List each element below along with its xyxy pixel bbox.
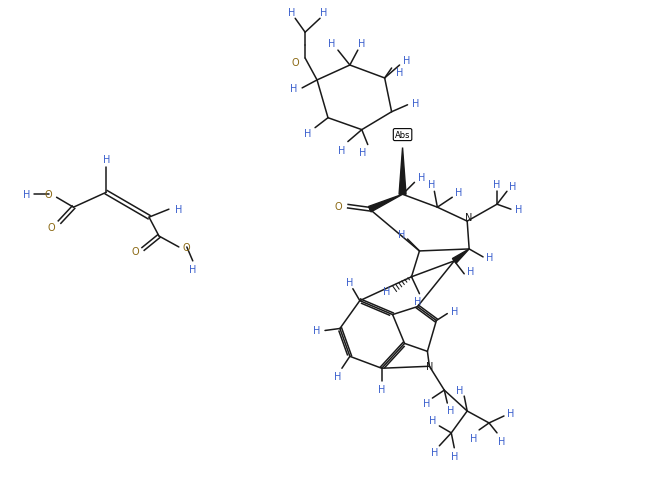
Text: H: H (428, 180, 435, 190)
Text: H: H (412, 98, 419, 108)
Text: H: H (467, 266, 475, 276)
Text: H: H (383, 286, 391, 296)
Text: H: H (102, 155, 110, 165)
Text: H: H (447, 405, 454, 415)
Text: N: N (466, 213, 473, 223)
Text: O: O (334, 202, 342, 212)
Text: H: H (338, 145, 346, 155)
Text: H: H (422, 398, 430, 408)
Text: H: H (378, 384, 385, 394)
Text: N: N (426, 361, 433, 372)
Text: H: H (403, 56, 410, 66)
Text: H: H (418, 173, 425, 183)
Text: O: O (291, 58, 299, 68)
Text: H: H (414, 296, 421, 306)
Text: H: H (320, 8, 328, 18)
Text: H: H (454, 188, 462, 198)
Text: H: H (328, 39, 336, 49)
Text: H: H (451, 306, 458, 316)
Text: H: H (175, 205, 183, 215)
Text: O: O (131, 246, 139, 256)
Text: Abs: Abs (395, 131, 410, 140)
Text: H: H (471, 433, 478, 443)
Polygon shape (368, 195, 402, 213)
Text: H: H (429, 415, 436, 425)
Text: H: H (398, 229, 406, 240)
Polygon shape (452, 250, 469, 264)
Text: H: H (494, 180, 501, 190)
Text: O: O (183, 242, 190, 252)
Text: H: H (334, 372, 342, 382)
Text: H: H (456, 385, 463, 396)
Text: H: H (23, 190, 31, 200)
Text: H: H (515, 205, 522, 215)
Text: H: H (451, 451, 458, 461)
Text: H: H (396, 68, 403, 78)
Text: O: O (45, 190, 52, 200)
Text: H: H (288, 8, 295, 18)
Text: H: H (189, 264, 196, 274)
Text: H: H (359, 147, 366, 157)
Text: H: H (346, 277, 353, 287)
Text: H: H (486, 252, 494, 263)
Text: H: H (314, 326, 321, 336)
Text: H: H (304, 128, 312, 138)
Text: H: H (291, 84, 298, 94)
Text: H: H (507, 408, 514, 418)
Text: H: H (358, 39, 366, 49)
Text: O: O (48, 223, 55, 233)
Text: H: H (431, 447, 438, 457)
Polygon shape (399, 148, 406, 195)
Text: H: H (498, 436, 506, 446)
Text: H: H (509, 182, 516, 192)
